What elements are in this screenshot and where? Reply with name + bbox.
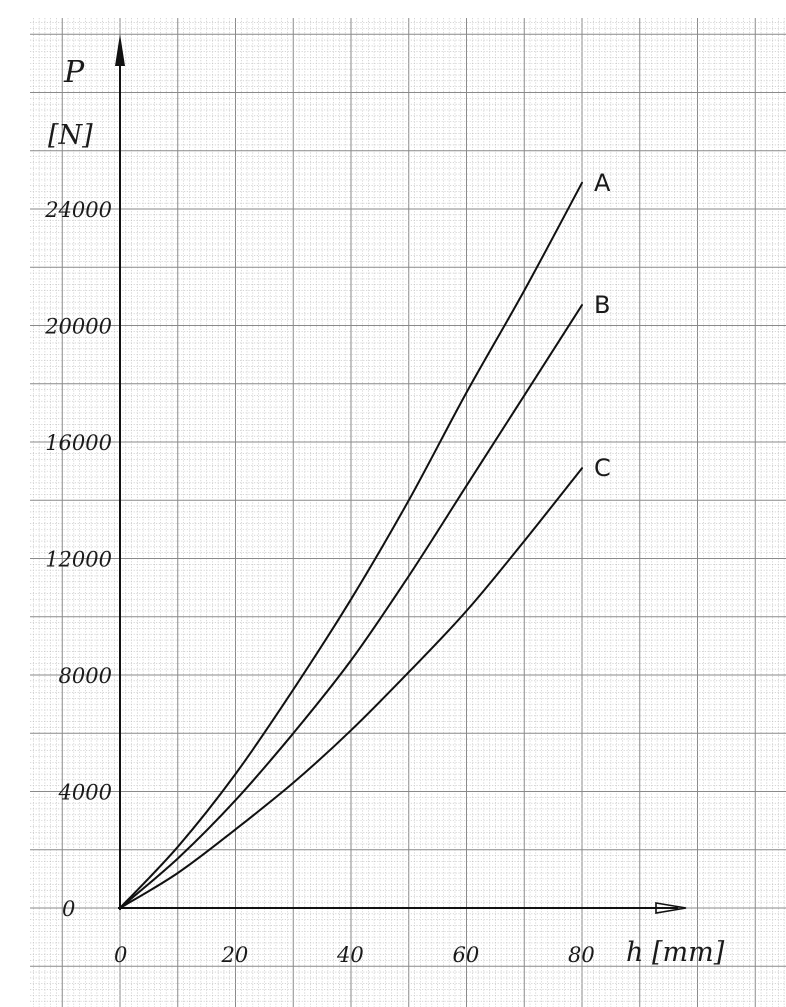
y-axis-unit: [N] — [48, 120, 93, 151]
x-axis-arrow — [655, 902, 687, 914]
series-label-a: A — [594, 169, 611, 197]
series-label-c: C — [594, 454, 611, 482]
series-line-c — [119, 467, 583, 909]
graph-paper-grid — [30, 18, 786, 1007]
y-tick-label: 16000 — [45, 431, 112, 455]
series-line-b — [119, 304, 583, 909]
chart-labels: P [N] h [mm] 0 20 40 60 80 0 4000 8000 12000 1600… — [44, 55, 725, 968]
y-tick-label: 8000 — [59, 664, 112, 688]
y-tick-label: 4000 — [58, 781, 112, 805]
x-tick-label: 60 — [453, 943, 480, 967]
y-tick-label: 0 — [62, 897, 75, 921]
x-tick-label: 80 — [568, 943, 595, 967]
x-tick-label: 0 — [114, 943, 127, 967]
series-label-b: B — [594, 291, 610, 319]
axes — [115, 34, 687, 914]
x-axis-title: h [mm] — [626, 937, 725, 968]
y-axis-title: P — [63, 55, 85, 90]
y-tick-label: 20000 — [44, 315, 112, 339]
series-line-a — [119, 181, 583, 909]
series-lines — [119, 181, 583, 909]
x-tick-label: 40 — [336, 943, 364, 967]
y-tick-label: 24000 — [44, 198, 112, 222]
y-axis-arrow — [115, 34, 125, 66]
y-tick-label: 12000 — [45, 548, 112, 572]
x-tick-label: 20 — [221, 943, 249, 967]
